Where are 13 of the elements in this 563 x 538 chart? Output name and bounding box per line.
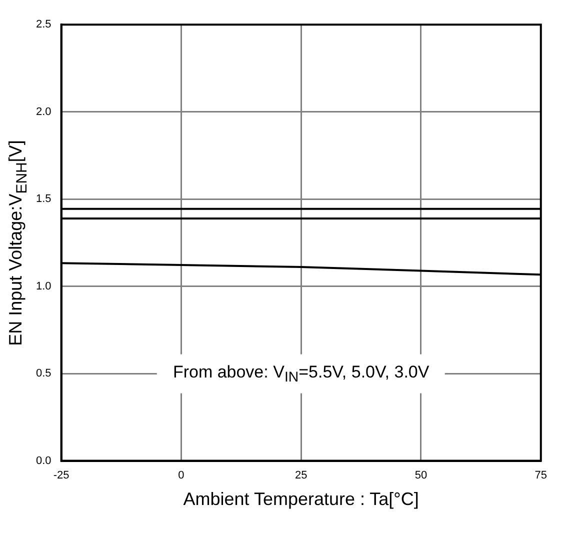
x-tick-label: 25 — [294, 469, 308, 482]
x-tick-label: 75 — [534, 469, 548, 482]
x-axis-title: Ambient Temperature : Ta[°C] — [182, 488, 420, 510]
annotation: From above: V$_{IN}$=5.5V, 5.0V, 3.0V — [156, 354, 446, 394]
y-tick-label: 1.0 — [36, 280, 52, 292]
y-tick-label: 0.5 — [36, 368, 52, 380]
y-tick-label: 1.5 — [36, 193, 52, 206]
y-tick-label: 2.5 — [36, 18, 52, 31]
x-tick-label: 0 — [178, 469, 184, 482]
y-tick-label: 2.0 — [36, 106, 52, 118]
y-tick-label: 0.0 — [36, 454, 52, 467]
x-tick-label: 50 — [414, 469, 428, 482]
x-tick-label: -25 — [53, 469, 70, 482]
